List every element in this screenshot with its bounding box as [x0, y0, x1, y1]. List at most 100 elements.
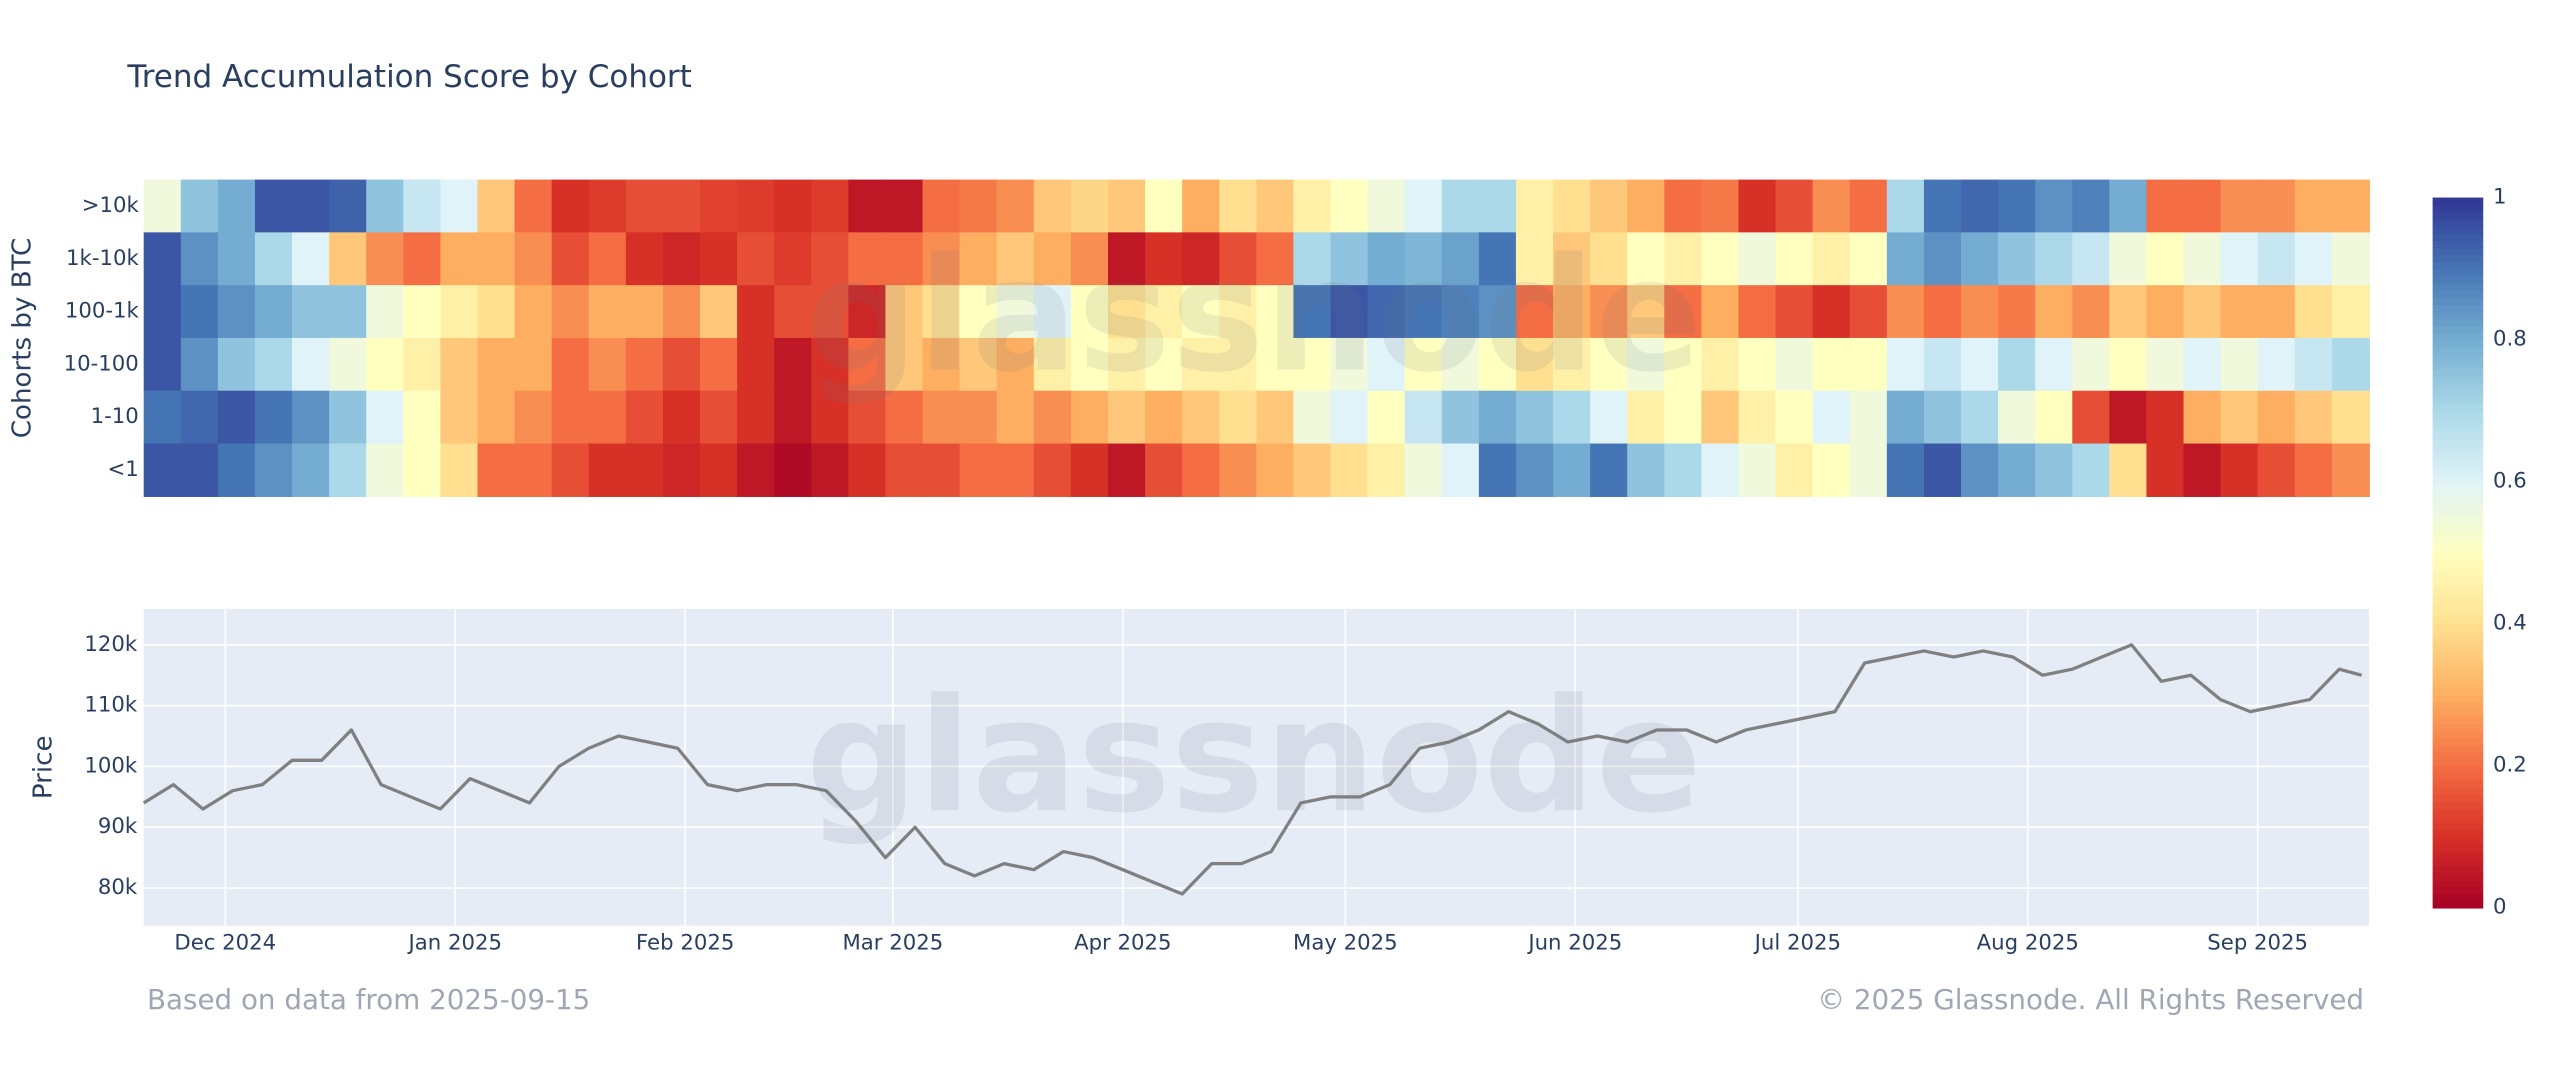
heat-cell — [440, 179, 479, 234]
heat-cell — [662, 443, 701, 497]
heat-cell — [2331, 443, 2370, 497]
heat-cell — [811, 337, 850, 392]
heat-cell — [1256, 390, 1295, 445]
heat-cell — [403, 179, 442, 234]
heat-cell — [662, 179, 701, 234]
heat-cell — [700, 232, 739, 286]
colorbar-segment — [2432, 346, 2484, 355]
heat-cell — [2183, 179, 2222, 234]
colorbar-segment — [2432, 552, 2484, 561]
heat-cell — [1256, 443, 1295, 497]
colorbar-segment — [2432, 666, 2484, 675]
heat-cell — [625, 443, 664, 497]
heat-cell — [700, 179, 739, 234]
heat-cell — [1070, 179, 1109, 234]
heat-cell — [477, 337, 516, 392]
colorbar-segment — [2432, 865, 2484, 874]
colorbar-segment — [2432, 261, 2484, 270]
heat-cell — [1923, 232, 1962, 286]
heat-cell — [1219, 390, 1258, 445]
heat-cell — [440, 390, 479, 445]
heat-cell — [1107, 285, 1147, 339]
colorbar-segment — [2432, 502, 2484, 511]
colorbar-tick-label: 1 — [2493, 185, 2507, 210]
heat-cell — [1070, 390, 1109, 445]
heat-cell — [403, 390, 442, 445]
heat-cell — [254, 443, 294, 497]
heat-cell — [1664, 390, 1703, 445]
heat-cell — [737, 179, 776, 234]
heat-cell — [588, 232, 627, 286]
y-tick-label: 10-100 — [64, 351, 139, 376]
heat-cell — [440, 285, 479, 339]
x-tick-label: Dec 2024 — [174, 931, 276, 956]
heat-cell — [1553, 232, 1592, 286]
heat-cell — [254, 179, 294, 234]
y-tick-label: 80k — [98, 875, 138, 900]
chart-title: Trend Accumulation Score by Cohort — [126, 59, 691, 95]
heat-cell — [1293, 443, 1332, 497]
heat-cell — [662, 390, 701, 445]
colorbar-segment — [2432, 879, 2484, 888]
heat-cell — [1367, 390, 1406, 445]
colorbar-segment — [2432, 353, 2484, 362]
heat-cell — [1145, 443, 1184, 497]
heat-cell — [922, 285, 961, 339]
heat-cell — [959, 443, 998, 497]
heat-cell — [329, 285, 368, 339]
heat-cell — [959, 390, 998, 445]
heat-cell — [2146, 390, 2185, 445]
heat-cell — [440, 232, 479, 286]
heat-cell — [922, 179, 961, 234]
heat-cell — [1923, 337, 1962, 392]
heat-cell — [1590, 179, 1629, 234]
heat-cell — [1330, 179, 1369, 234]
colorbar-segment — [2432, 311, 2484, 320]
heat-cell — [292, 179, 331, 234]
heat-cell — [1033, 179, 1072, 234]
colorbar-tick-label: 0.2 — [2493, 753, 2527, 778]
heat-cell — [1182, 337, 1221, 392]
heat-cell — [2035, 179, 2074, 234]
heat-cell — [2220, 337, 2259, 392]
heat-cell — [922, 337, 961, 392]
heat-cell — [2257, 285, 2296, 339]
colorbar-segment — [2432, 787, 2484, 795]
colorbar-segment — [2432, 396, 2484, 405]
footer-note: Based on data from 2025-09-15 — [147, 983, 590, 1016]
colorbar-segment — [2432, 275, 2484, 284]
heat-cell — [1219, 232, 1258, 286]
colorbar-segment — [2432, 233, 2484, 241]
heat-cell — [1330, 443, 1369, 497]
heat-cell — [254, 285, 294, 339]
heat-cell — [366, 179, 405, 234]
heat-cell — [922, 443, 961, 497]
colorbar-segment — [2432, 495, 2484, 504]
heat-cell — [1367, 443, 1406, 497]
heat-cell — [2220, 443, 2259, 497]
colorbar-segment — [2432, 808, 2484, 817]
heat-cell — [551, 285, 590, 339]
heat-cell — [2035, 285, 2074, 339]
heat-cell — [1145, 179, 1184, 234]
heat-cell — [2294, 337, 2333, 392]
heat-cell — [959, 337, 998, 392]
colorbar-segment — [2432, 829, 2484, 838]
heat-cell — [996, 443, 1035, 497]
heat-cell — [1738, 285, 1777, 339]
heat-cell — [1701, 232, 1740, 286]
heat-cell — [1553, 179, 1592, 234]
heat-cell — [2331, 390, 2370, 445]
heat-cell — [1256, 337, 1295, 392]
heat-cell — [1330, 337, 1369, 392]
heat-cell — [1256, 179, 1295, 234]
heat-cell — [885, 179, 924, 234]
colorbar-segment — [2432, 715, 2484, 724]
y-tick-label: 90k — [98, 814, 138, 839]
price-line — [142, 643, 2363, 896]
x-tick-label: Feb 2025 — [636, 931, 734, 956]
heat-cell — [2183, 390, 2222, 445]
heat-cell — [1738, 443, 1777, 497]
colorbar-segment — [2432, 637, 2484, 646]
colorbar-segment — [2432, 453, 2484, 462]
